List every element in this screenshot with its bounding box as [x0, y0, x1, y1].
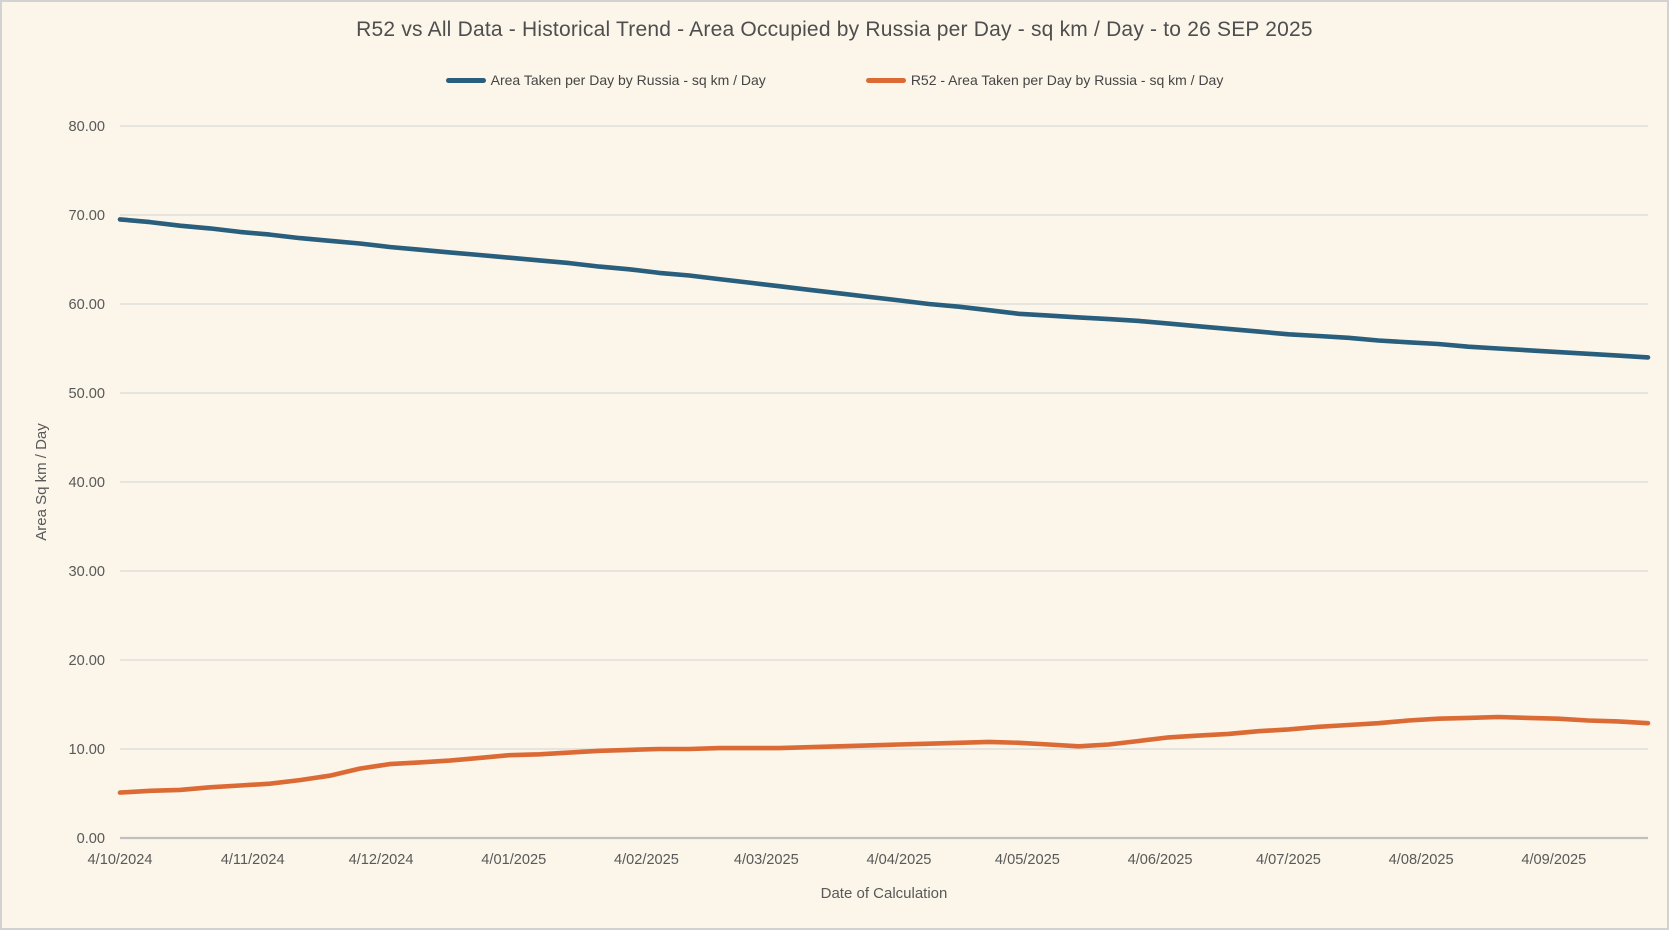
y-tick-label: 80.00 — [68, 119, 105, 135]
x-tick-label: 4/05/2025 — [995, 852, 1060, 868]
x-tick-label: 4/10/2024 — [88, 852, 153, 868]
x-tick-label: 4/06/2025 — [1128, 852, 1193, 868]
x-tick-label: 4/11/2024 — [221, 852, 285, 868]
series-line-1[interactable] — [117, 714, 1651, 795]
y-tick-label: 0.00 — [77, 831, 105, 847]
x-tick-label: 4/04/2025 — [867, 852, 932, 868]
gridlines — [120, 125, 1648, 840]
legend-line-swatch-blue — [445, 77, 486, 83]
x-axis-title: Date of Calculation — [821, 885, 948, 902]
x-tick-label: 4/01/2025 — [481, 852, 546, 868]
y-axis-title: Area Sq km / Day — [33, 423, 50, 541]
y-tick-label: 10.00 — [68, 742, 105, 758]
legend-line-swatch-orange — [865, 77, 906, 83]
x-axis-tick-labels: 4/10/2024 4/11/2024 4/12/2024 4/01/2025 4/02… — [88, 852, 1587, 868]
x-tick-label: 4/03/2025 — [734, 852, 799, 868]
chart-title: R52 vs All Data - Historical Trend - Are… — [356, 18, 1313, 41]
legend-label: Area Taken per Day by Russia - sq km / D… — [490, 72, 766, 88]
x-tick-label: 4/02/2025 — [614, 852, 679, 868]
x-tick-label: 4/09/2025 — [1521, 852, 1586, 868]
x-tick-label: 4/12/2024 — [349, 852, 414, 868]
y-tick-label: 50.00 — [68, 386, 105, 402]
y-tick-label: 40.00 — [68, 475, 105, 491]
y-tick-label: 30.00 — [68, 564, 105, 580]
y-tick-label: 70.00 — [68, 208, 105, 224]
legend-label: R52 - Area Taken per Day by Russia - sq … — [910, 72, 1224, 88]
series-lines — [117, 217, 1651, 795]
legend: Area Taken per Day by Russia - sq km / D… — [2, 72, 1667, 88]
x-tick-label: 4/07/2025 — [1256, 852, 1321, 868]
y-axis-tick-labels: 0.00 10.00 20.00 30.00 40.00 50.00 60.00 70.00 8… — [68, 119, 105, 847]
legend-item-r52[interactable]: R52 - Area Taken per Day by Russia - sq … — [865, 72, 1224, 88]
legend-item-all-data[interactable]: Area Taken per Day by Russia - sq km / D… — [445, 72, 766, 88]
y-tick-label: 20.00 — [68, 653, 105, 669]
x-tick-label: 4/08/2025 — [1389, 852, 1454, 868]
series-line-0[interactable] — [117, 217, 1651, 360]
y-tick-label: 60.00 — [68, 297, 105, 313]
